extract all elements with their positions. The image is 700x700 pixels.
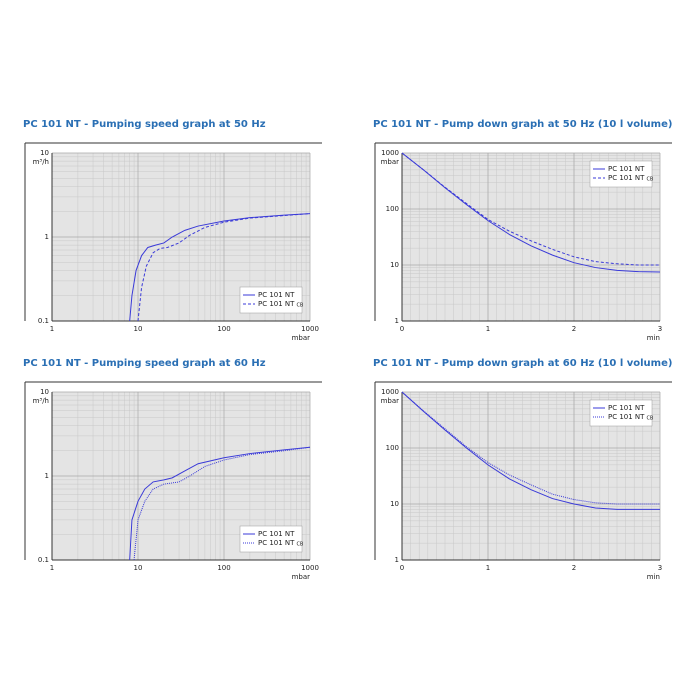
- y-tick-label: 100: [386, 444, 399, 452]
- y-tick-label: 1: [45, 233, 49, 241]
- legend-box: [239, 525, 303, 553]
- legend-subscript: CB: [646, 416, 653, 422]
- legend-label: PC 101 NT: [608, 174, 645, 182]
- x-tick-label: 1: [486, 564, 490, 572]
- x-tick-label: 2: [572, 564, 576, 572]
- x-tick-label: 100: [217, 325, 230, 333]
- y-tick-label: 1: [395, 317, 399, 325]
- x-tick-label: 2: [572, 325, 576, 333]
- legend-label: PC 101 NT: [258, 300, 295, 308]
- y-unit: m³/h: [33, 158, 49, 166]
- legend-box: [589, 399, 653, 427]
- y-tick-label: 0.1: [38, 556, 49, 564]
- y-tick-label: 0.1: [38, 317, 49, 325]
- x-unit: mbar: [292, 573, 311, 581]
- x-tick-label: 0: [400, 325, 404, 333]
- chart-title: PC 101 NT - Pump down graph at 50 Hz (10…: [373, 119, 672, 130]
- legend-label: PC 101 NT: [608, 404, 645, 412]
- legend-box: [239, 286, 303, 314]
- y-tick-label: 10: [40, 388, 49, 396]
- x-tick-label: 1: [50, 325, 54, 333]
- y-tick-label: 1: [395, 556, 399, 564]
- data-line: [133, 446, 311, 561]
- y-unit: mbar: [381, 158, 400, 166]
- data-line: [129, 446, 311, 561]
- x-tick-label: 1000: [301, 564, 319, 572]
- legend-subscript: CB: [646, 177, 653, 183]
- x-tick-label: 1000: [301, 325, 319, 333]
- y-tick-label: 10: [390, 500, 399, 508]
- legend-subscript: CB: [296, 542, 303, 548]
- data-line: [137, 213, 311, 322]
- y-tick-label: 10: [390, 261, 399, 269]
- x-tick-label: 3: [658, 325, 662, 333]
- legend-label: PC 101 NT: [258, 539, 295, 547]
- legend-label: PC 101 NT: [608, 165, 645, 173]
- x-unit: mbar: [292, 334, 311, 342]
- y-tick-label: 10: [40, 149, 49, 157]
- legend-label: PC 101 NT: [608, 413, 645, 421]
- x-tick-label: 0: [400, 564, 404, 572]
- legend-label: PC 101 NT: [258, 291, 295, 299]
- chart-title: PC 101 NT - Pump down graph at 60 Hz (10…: [373, 358, 672, 369]
- data-line: [401, 391, 660, 505]
- chart-title: PC 101 NT - Pumping speed graph at 50 Hz: [23, 119, 266, 130]
- y-tick-label: 1000: [381, 388, 399, 396]
- x-tick-label: 1: [50, 564, 54, 572]
- y-unit: m³/h: [33, 397, 49, 405]
- y-tick-label: 1000: [381, 149, 399, 157]
- y-tick-label: 100: [386, 205, 399, 213]
- data-line: [401, 152, 660, 266]
- x-tick-label: 10: [134, 564, 143, 572]
- legend-subscript: CB: [296, 303, 303, 309]
- x-unit: min: [647, 573, 660, 581]
- x-tick-label: 10: [134, 325, 143, 333]
- x-tick-label: 3: [658, 564, 662, 572]
- legend-label: PC 101 NT: [258, 530, 295, 538]
- x-tick-label: 1: [486, 325, 490, 333]
- data-line: [129, 213, 311, 322]
- x-tick-label: 100: [217, 564, 230, 572]
- y-tick-label: 1: [45, 472, 49, 480]
- y-unit: mbar: [381, 397, 400, 405]
- legend-box: [589, 160, 653, 188]
- x-unit: min: [647, 334, 660, 342]
- chart-title: PC 101 NT - Pumping speed graph at 60 Hz: [23, 358, 266, 369]
- data-line: [401, 391, 660, 510]
